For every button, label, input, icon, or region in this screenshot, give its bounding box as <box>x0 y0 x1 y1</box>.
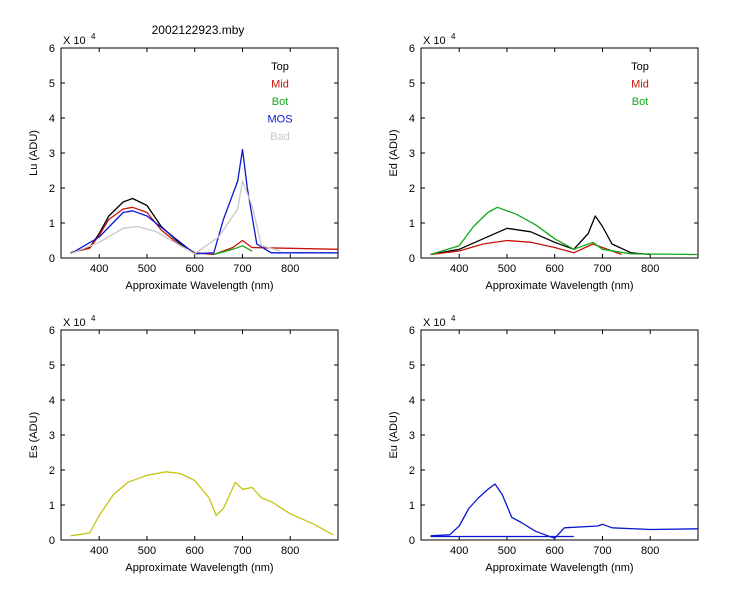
es-scale-label: X 10 <box>63 317 86 329</box>
es-series-1-line <box>70 471 334 537</box>
eu-xtick-label: 600 <box>546 545 564 557</box>
lu-xlabel: Approximate Wavelength (nm) <box>125 280 273 292</box>
lu-legend-mid: Mid <box>271 79 289 91</box>
lu-ytick-label: 6 <box>49 43 55 55</box>
es-ytick-label: 2 <box>49 465 55 477</box>
eu-ytick-label: 4 <box>409 395 415 407</box>
ed-xtick-label: 700 <box>593 263 611 275</box>
lu-ytick-label: 2 <box>49 183 55 195</box>
lu-xtick-label: 700 <box>233 263 251 275</box>
eu-chart: 0 1 2 3 4 5 6 400 500 600 700 800 X 10 4 Approximate W… <box>388 314 699 574</box>
es-ytick-label: 3 <box>49 430 55 442</box>
es-ytick-label: 1 <box>49 500 55 512</box>
eu-ylabel: Eu (ADU) <box>388 411 400 458</box>
lu-ytick-label: 0 <box>49 253 55 265</box>
lu-chart: 0 1 2 3 4 5 6 400 500 600 700 800 X 10 4 Approximate W… <box>28 32 339 292</box>
lu-legend-bot: Bot <box>272 96 289 108</box>
figure-title: 2002122923.mby <box>152 23 245 37</box>
eu-ytick-label: 1 <box>409 500 415 512</box>
es-ytick-label: 4 <box>49 395 55 407</box>
es-xtick-label: 800 <box>281 545 299 557</box>
eu-scale-label: X 10 <box>423 317 446 329</box>
es-ytick-label: 0 <box>49 535 55 547</box>
es-xtick-label: 700 <box>233 545 251 557</box>
ed-series-bot-line <box>430 206 698 256</box>
lu-xtick-label: 600 <box>186 263 204 275</box>
lu-ytick-label: 1 <box>49 218 55 230</box>
ed-ytick-label: 6 <box>409 43 415 55</box>
lu-scale-label: X 10 <box>63 35 86 47</box>
lu-series-mid-line <box>70 206 338 256</box>
es-scale-exponent: 4 <box>91 314 96 323</box>
ed-scale-exponent: 4 <box>451 32 456 41</box>
eu-ytick-label: 6 <box>409 325 415 337</box>
eu-plot-frame <box>420 329 699 541</box>
ed-scale-label: X 10 <box>423 35 446 47</box>
ed-ytick-label: 1 <box>409 218 415 230</box>
ed-xtick-label: 600 <box>546 263 564 275</box>
ed-xtick-label: 500 <box>498 263 516 275</box>
eu-xtick-label: 500 <box>498 545 516 557</box>
lu-ytick-label: 4 <box>49 113 55 125</box>
ed-chart: 0 1 2 3 4 5 6 400 500 600 700 800 X 10 4 Approximate W… <box>388 32 699 292</box>
es-ytick-label: 6 <box>49 325 55 337</box>
es-ylabel: Es (ADU) <box>28 412 40 458</box>
eu-ytick-label: 3 <box>409 430 415 442</box>
ed-xlabel: Approximate Wavelength (nm) <box>485 280 633 292</box>
es-xlabel: Approximate Wavelength (nm) <box>125 562 273 574</box>
eu-xtick-label: 700 <box>593 545 611 557</box>
eu-ytick-label: 5 <box>409 360 415 372</box>
eu-scale-exponent: 4 <box>451 314 456 323</box>
lu-ytick-label: 3 <box>49 148 55 160</box>
lu-ytick-label: 5 <box>49 78 55 90</box>
ed-ytick-label: 5 <box>409 78 415 90</box>
lu-xtick-label: 400 <box>90 263 108 275</box>
eu-series-1-line <box>430 483 698 539</box>
ed-ytick-label: 4 <box>409 113 415 125</box>
es-xtick-label: 600 <box>186 545 204 557</box>
ed-xtick-label: 400 <box>450 263 468 275</box>
ed-legend-top: Top <box>631 61 649 73</box>
lu-xtick-label: 800 <box>281 263 299 275</box>
eu-xlabel: Approximate Wavelength (nm) <box>485 562 633 574</box>
es-chart: 0 1 2 3 4 5 6 400 500 600 700 800 X 10 4 Approximate W… <box>28 314 339 574</box>
ed-ytick-label: 0 <box>409 253 415 265</box>
ed-ytick-label: 3 <box>409 148 415 160</box>
ed-ylabel: Ed (ADU) <box>388 129 400 176</box>
eu-ytick-label: 0 <box>409 535 415 547</box>
lu-ylabel: Lu (ADU) <box>28 130 40 176</box>
es-xtick-label: 400 <box>90 545 108 557</box>
lu-legend-mos: MOS <box>267 114 292 126</box>
lu-series-bot-line <box>213 245 253 256</box>
lu-series-bad-line <box>70 180 281 255</box>
lu-legend-bad: Bad <box>270 131 290 143</box>
ed-legend-mid: Mid <box>631 79 649 91</box>
eu-ytick-label: 2 <box>409 465 415 477</box>
es-ytick-label: 5 <box>49 360 55 372</box>
eu-xtick-label: 400 <box>450 545 468 557</box>
es-xtick-label: 500 <box>138 545 156 557</box>
ed-legend-bot: Bot <box>632 96 649 108</box>
lu-xtick-label: 500 <box>138 263 156 275</box>
ed-ytick-label: 2 <box>409 183 415 195</box>
lu-scale-exponent: 4 <box>91 32 96 41</box>
es-plot-frame <box>60 329 339 541</box>
lu-legend-top: Top <box>271 61 289 73</box>
ed-xtick-label: 800 <box>641 263 659 275</box>
eu-xtick-label: 800 <box>641 545 659 557</box>
ed-plot-frame <box>420 47 699 259</box>
